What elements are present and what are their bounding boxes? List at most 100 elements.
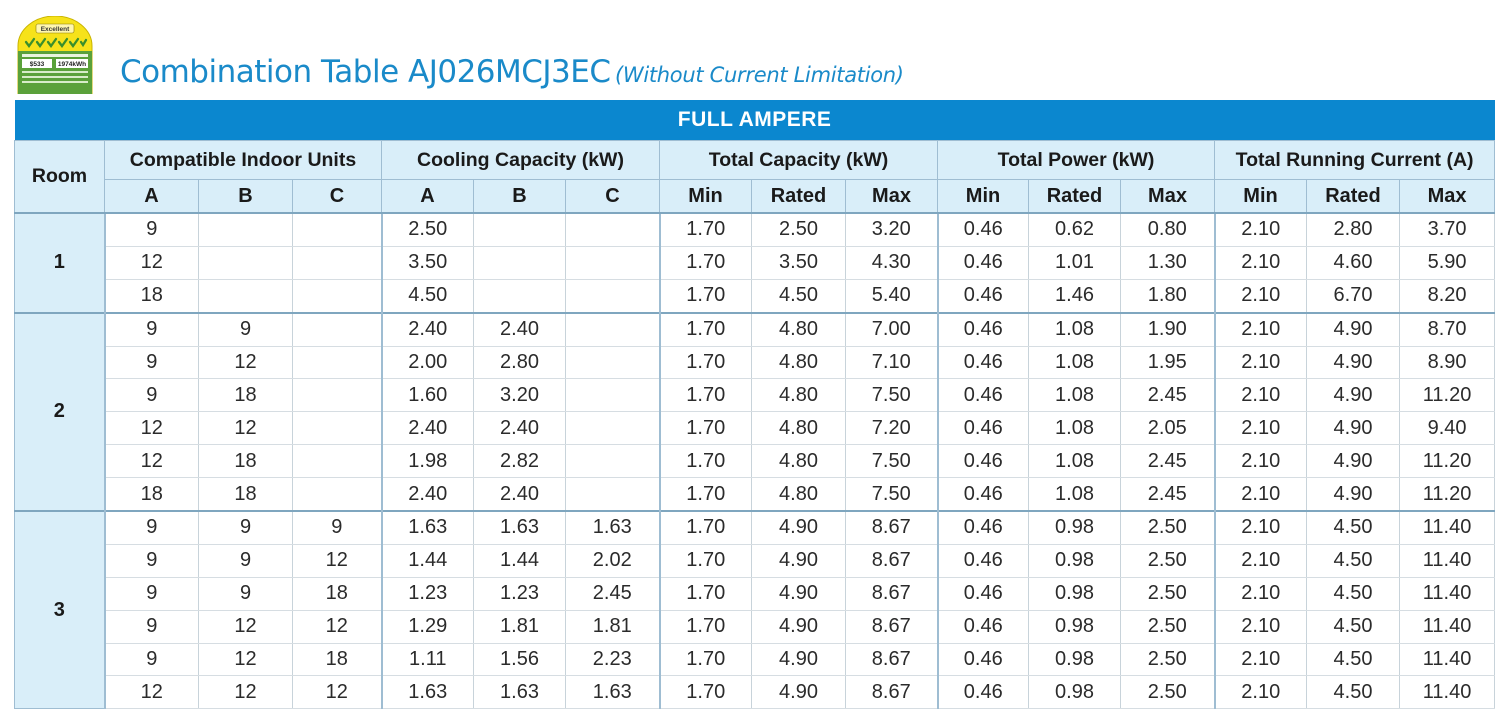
table-cell: 5.90 — [1398, 246, 1496, 280]
table-cell: 2.40 — [473, 311, 566, 347]
table-cell: 2.10 — [1213, 477, 1307, 512]
table-cell: 2.05 — [1120, 411, 1215, 446]
table-cell: 0.46 — [936, 246, 1029, 280]
group-header-indoor-units: Compatible Indoor Units — [104, 140, 382, 180]
table-cell: 9 — [103, 378, 199, 413]
table-cell: 1.70 — [658, 675, 752, 710]
table-cell: 12 — [198, 346, 293, 380]
table-cell: 9 — [103, 311, 199, 347]
table-cell — [565, 378, 660, 413]
energy-cost-text: $533 — [30, 61, 45, 68]
table-cell — [198, 246, 293, 280]
table-cell: 9 — [103, 610, 199, 644]
table-cell: 4.90 — [751, 510, 846, 545]
table-cell: 0.46 — [936, 346, 1029, 380]
table-cell: 7.10 — [845, 346, 938, 380]
table-cell: 2.45 — [1120, 477, 1215, 512]
column-header: Rated — [1306, 179, 1400, 214]
table-cell — [292, 246, 382, 280]
group-header-cooling-capacity: Cooling Capacity (kW) — [381, 140, 660, 180]
table-cell: 2.45 — [1120, 444, 1215, 479]
table-cell: 4.60 — [1306, 246, 1400, 280]
table-cell: 12 — [292, 610, 382, 644]
table-cell: 2.10 — [1213, 279, 1307, 314]
table-cell: 11.20 — [1398, 477, 1496, 512]
table-row: 1 9 2.50 1.70 2.50 3.20 0.46 0.62 0.80 2.10 2.80 3.… — [14, 211, 1496, 314]
table-cell: 0.98 — [1028, 643, 1121, 677]
table-cell: 1.44 — [473, 544, 566, 578]
table-cell: 11.20 — [1398, 444, 1496, 479]
table-cell: 1.63 — [565, 675, 660, 710]
table-cell: 12 — [103, 444, 199, 479]
table-cell: 1.70 — [658, 211, 752, 247]
energy-rating-icon: Excellent $533 1974kWh — [17, 15, 93, 95]
table-row: 9 9 12 1.44 1.44 2.02 1.70 4.90 8.67 0.46 0.98 2.50… — [15, 544, 1496, 578]
table-cell: 9.40 — [1398, 411, 1496, 446]
table-cell: 1.70 — [658, 311, 752, 347]
table-cell: 4.80 — [751, 411, 846, 446]
energy-consumption-text: 1974kWh — [58, 61, 86, 68]
table-cell: 2.23 — [565, 643, 660, 677]
table-cell: 4.50 — [1306, 577, 1400, 611]
table-cell: 1.08 — [1028, 311, 1121, 347]
table-cell: 0.98 — [1028, 675, 1121, 710]
table-cell: 1.95 — [1120, 346, 1215, 380]
table-cell: 0.46 — [936, 610, 1029, 644]
table-cell: 12 — [292, 675, 382, 710]
table-cell: 4.90 — [751, 675, 846, 710]
table-cell: 7.50 — [845, 477, 938, 512]
table-cell: 2.10 — [1213, 211, 1307, 247]
table-cell: 2.80 — [1306, 211, 1400, 247]
table-cell — [292, 311, 382, 347]
table-row: 9 18 1.60 3.20 1.70 4.80 7.50 0.46 1.08 2.45 2.10 4… — [15, 378, 1496, 413]
table-cell: 9 — [198, 544, 293, 578]
table-cell: 9 — [292, 510, 382, 545]
table-cell: 4.90 — [1306, 444, 1400, 479]
column-header: Max — [1398, 179, 1496, 214]
table-cell: 0.62 — [1028, 211, 1121, 247]
table-cell: 1.81 — [473, 610, 566, 644]
table-cell: 0.46 — [936, 577, 1029, 611]
table-cell: 18 — [292, 643, 382, 677]
table-cell: 4.30 — [845, 246, 938, 280]
table-cell: 0.46 — [936, 444, 1029, 479]
column-header: Min — [937, 179, 1029, 214]
table-cell: 9 — [103, 643, 199, 677]
table-cell: 1.70 — [658, 577, 752, 611]
table-cell — [292, 378, 382, 413]
table-cell: 1.90 — [1120, 311, 1215, 347]
table-cell: 12 — [103, 411, 199, 446]
table-cell: 1.70 — [658, 279, 752, 314]
table-cell: 4.90 — [751, 610, 846, 644]
column-header: Rated — [1028, 179, 1121, 214]
table-row: 9 12 18 1.11 1.56 2.23 1.70 4.90 8.67 0.46 0.98 2.5… — [15, 643, 1496, 677]
table-cell: 12 — [103, 675, 199, 710]
table-cell: 2.10 — [1213, 510, 1307, 545]
table-cell: 4.80 — [751, 378, 846, 413]
table-cell: 0.46 — [936, 279, 1029, 314]
table-cell: 1.98 — [380, 444, 474, 479]
table-cell: 12 — [198, 411, 293, 446]
table-cell: 2.10 — [1213, 444, 1307, 479]
table-cell — [292, 211, 382, 247]
table-cell: 7.20 — [845, 411, 938, 446]
table-cell — [292, 444, 382, 479]
table-cell: 12 — [198, 675, 293, 710]
table-cell: 1.70 — [658, 444, 752, 479]
table-row: 18 4.50 1.70 4.50 5.40 0.46 1.46 1.80 2.10 6.70 8.… — [15, 279, 1496, 314]
table-cell: 2.10 — [1213, 577, 1307, 611]
table-cell: 18 — [198, 444, 293, 479]
table-cell: 4.50 — [751, 279, 846, 314]
table-cell: 0.98 — [1028, 510, 1121, 545]
table-cell: 9 — [103, 211, 199, 247]
table-cell: 0.98 — [1028, 544, 1121, 578]
table-cell: 2.10 — [1213, 610, 1307, 644]
table-cell: 8.67 — [845, 643, 938, 677]
table-cell: 8.90 — [1398, 346, 1496, 380]
table-cell: 18 — [198, 477, 293, 512]
column-header: A — [104, 179, 199, 214]
table-cell: 2.50 — [380, 211, 474, 247]
table-cell: 11.40 — [1398, 675, 1496, 710]
table-cell: 0.46 — [936, 643, 1029, 677]
table-cell: 1.63 — [473, 675, 566, 710]
